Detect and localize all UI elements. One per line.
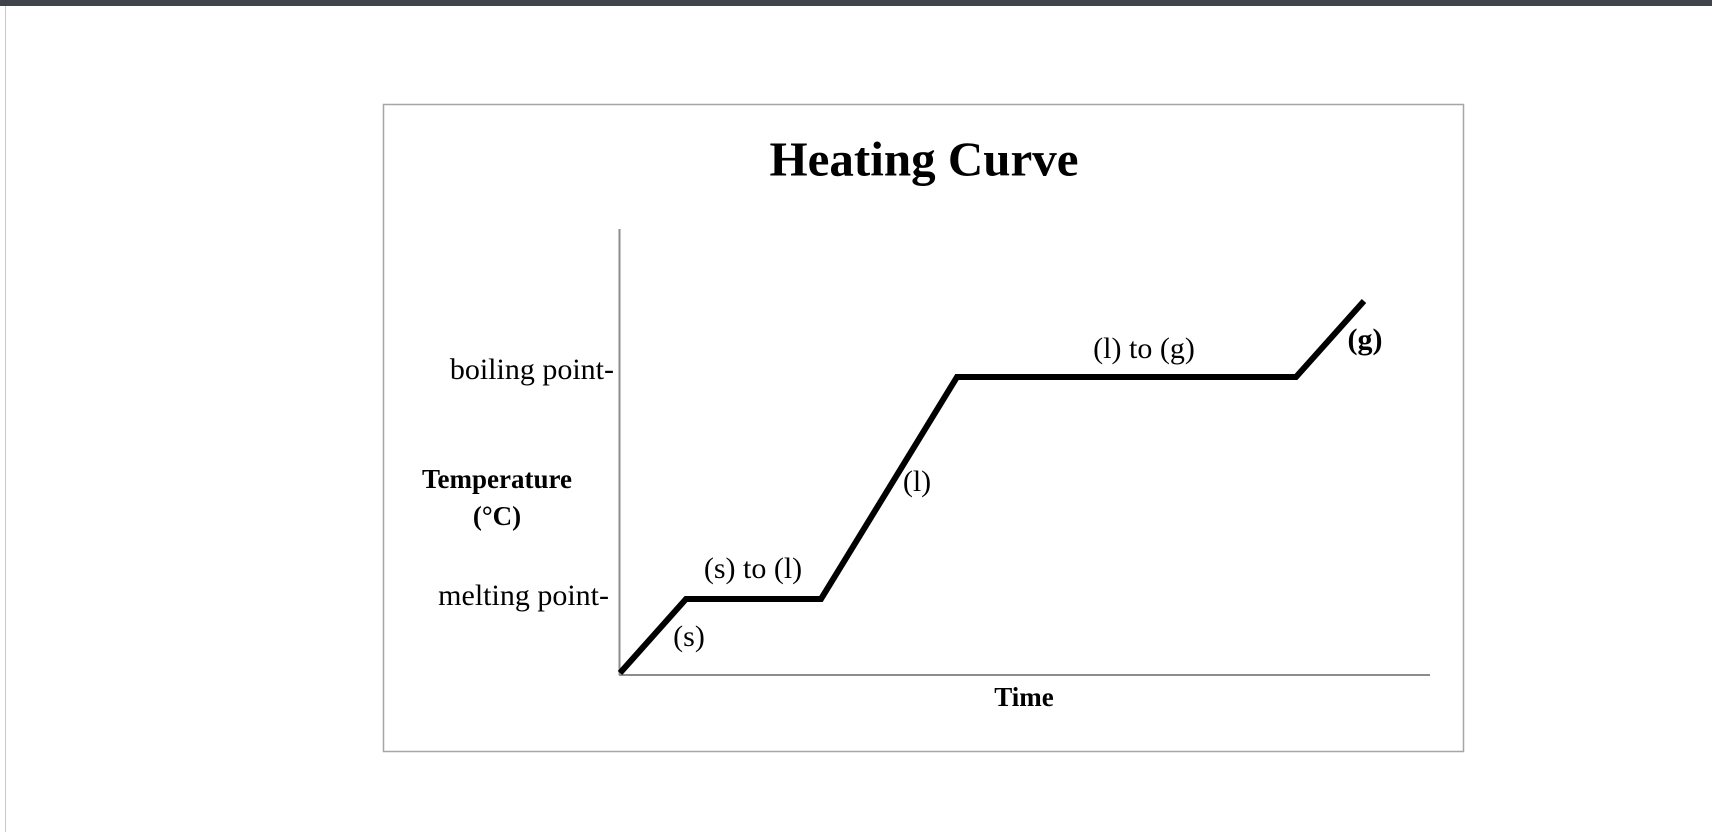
melting-point-label: melting point- [438,579,609,612]
boiling-point-label: boiling point- [450,353,614,386]
phase-label: (l) to (g) [1093,332,1195,365]
top-bar [0,0,1712,6]
phase-label: (s) [673,620,705,653]
phase-label: (s) to (l) [704,552,802,585]
heating-curve [617,298,1367,675]
y-axis-label: Temperature [422,464,572,494]
y-axis-unit: (°C) [473,501,521,531]
x-axis-label: Time [994,682,1054,712]
title: Heating Curve [770,131,1079,186]
phase-label: (g) [1348,323,1383,356]
phase-label: (l) [903,465,931,498]
